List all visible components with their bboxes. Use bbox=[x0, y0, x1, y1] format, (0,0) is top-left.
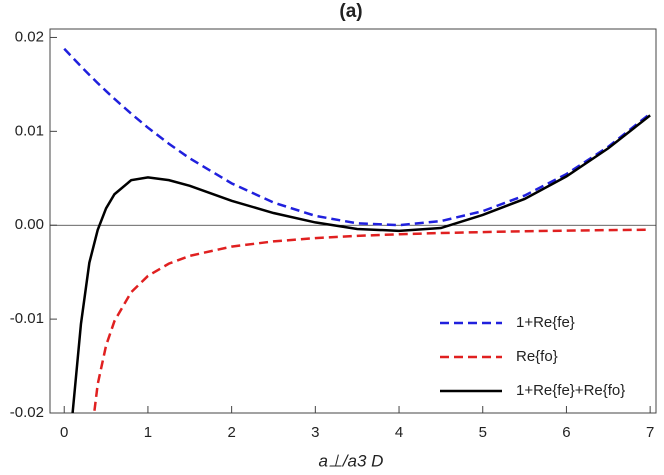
series-line bbox=[71, 114, 651, 413]
y-tick-label: 0.00 bbox=[15, 216, 44, 233]
x-tick-label: 0 bbox=[60, 424, 68, 441]
x-tick-label: 2 bbox=[227, 424, 235, 441]
x-tick-label: 4 bbox=[395, 424, 403, 441]
y-tick-label: -0.02 bbox=[10, 404, 44, 421]
plot-lines bbox=[63, 47, 651, 413]
y-tick-label: 0.01 bbox=[15, 122, 44, 139]
series-line bbox=[92, 228, 651, 413]
x-axis-label: a⊥/a3 D bbox=[319, 451, 384, 470]
legend-label: 1+Re{fe} bbox=[516, 314, 575, 331]
x-tick-label: 1 bbox=[144, 424, 152, 441]
x-tick-label: 3 bbox=[311, 424, 319, 441]
y-tick-label: 0.02 bbox=[15, 28, 44, 45]
series-line bbox=[63, 47, 651, 227]
y-tick-label: -0.01 bbox=[10, 310, 44, 327]
plot-frame bbox=[49, 28, 657, 414]
x-tick-label: 5 bbox=[479, 424, 487, 441]
x-tick-label: 7 bbox=[646, 424, 654, 441]
chart-title: (a) bbox=[339, 1, 362, 22]
x-tick-label: 6 bbox=[562, 424, 570, 441]
legend-label: 1+Re{fe}+Re{fo} bbox=[516, 382, 625, 399]
legend-label: Re{fo} bbox=[516, 348, 558, 365]
